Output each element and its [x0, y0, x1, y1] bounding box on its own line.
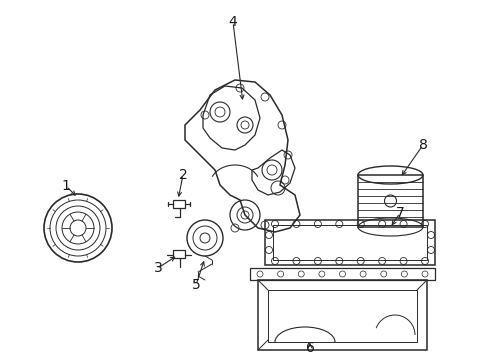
Bar [264, 220, 434, 265]
Text: 7: 7 [395, 206, 404, 220]
Bar [173, 200, 184, 208]
Bar [267, 290, 416, 342]
Bar [173, 250, 184, 258]
Text: 5: 5 [191, 278, 200, 292]
Text: 2: 2 [178, 168, 187, 182]
Bar [357, 175, 422, 227]
Text: 8: 8 [418, 138, 427, 152]
Text: 3: 3 [153, 261, 162, 275]
Bar [272, 225, 426, 260]
Text: 4: 4 [228, 15, 237, 29]
Text: 1: 1 [61, 179, 70, 193]
Bar [258, 280, 426, 350]
Bar [249, 268, 434, 280]
Text: 6: 6 [305, 341, 314, 355]
